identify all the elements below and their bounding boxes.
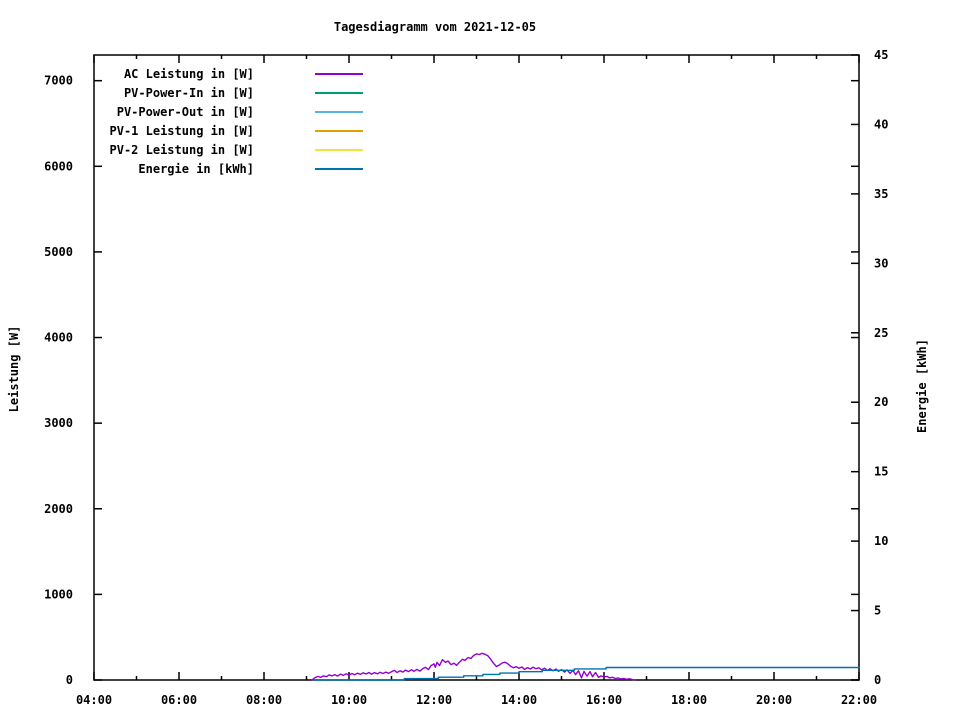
legend-entry: AC Leistung in [W] [94, 64, 363, 83]
legend-entry-label: PV-Power-In in [W] [123, 85, 254, 100]
y-left-tick-label: 3000 [44, 416, 73, 430]
x-tick-label: 20:00 [756, 693, 792, 707]
y-right-tick-label: 25 [874, 326, 888, 340]
y-axis-right-label: Energie [kWh] [915, 339, 929, 433]
y-right-tick-label: 30 [874, 256, 888, 270]
legend-line-swatch [315, 91, 363, 94]
legend: AC Leistung in [W] PV-Power-In in [W] PV-P… [94, 64, 363, 178]
x-tick-label: 04:00 [76, 693, 112, 707]
legend-line-swatch [315, 148, 363, 151]
legend-line-swatch [315, 167, 363, 170]
x-tick-label: 12:00 [416, 693, 452, 707]
legend-line-swatch [315, 72, 363, 75]
ac-leistung-in-w-line [311, 652, 636, 681]
legend-line-swatch [315, 110, 363, 113]
x-tick-label: 18:00 [671, 693, 707, 707]
y-right-tick-label: 35 [874, 187, 888, 201]
y-right-tick-label: 15 [874, 465, 888, 479]
legend-entry: PV-Power-In in [W] [94, 83, 363, 102]
y-right-tick-label: 10 [874, 534, 888, 548]
y-left-tick-label: 6000 [44, 159, 73, 173]
chart-title: Tagesdiagramm vom 2021-12-05 [333, 20, 537, 34]
x-tick-label: 16:00 [586, 693, 622, 707]
legend-entry: Energie in [kWh] [94, 159, 363, 178]
legend-entry: PV-2 Leistung in [W] [94, 140, 363, 159]
y-axis-left-label: Leistung [W] [7, 325, 21, 413]
y-right-tick-label: 5 [874, 604, 881, 618]
legend-entry: PV-Power-Out in [W] [94, 102, 363, 121]
legend-entry-label: PV-Power-Out in [W] [116, 104, 254, 119]
legend-entry-label: AC Leistung in [W] [123, 66, 254, 81]
y-left-tick-label: 1000 [44, 587, 73, 601]
y-right-tick-label: 40 [874, 117, 888, 131]
x-tick-label: 06:00 [161, 693, 197, 707]
y-right-tick-label: 0 [874, 673, 881, 687]
x-tick-label: 14:00 [501, 693, 537, 707]
x-tick-label: 22:00 [841, 693, 877, 707]
y-left-tick-label: 2000 [44, 502, 73, 516]
y-right-tick-label: 45 [874, 48, 888, 62]
legend-entry-label: PV-2 Leistung in [W] [109, 142, 255, 157]
y-left-tick-label: 5000 [44, 245, 73, 259]
legend-entry: PV-1 Leistung in [W] [94, 121, 363, 140]
x-tick-label: 08:00 [246, 693, 282, 707]
x-tick-label: 10:00 [331, 693, 367, 707]
y-left-tick-label: 4000 [44, 331, 73, 345]
y-left-tick-label: 7000 [44, 74, 73, 88]
legend-entry-label: Energie in [kWh] [138, 161, 254, 176]
legend-entry-label: PV-1 Leistung in [W] [109, 123, 255, 138]
y-right-tick-label: 20 [874, 395, 888, 409]
y-left-tick-label: 0 [66, 673, 73, 687]
legend-line-swatch [315, 129, 363, 132]
energie-in-kwh-line [313, 666, 860, 681]
